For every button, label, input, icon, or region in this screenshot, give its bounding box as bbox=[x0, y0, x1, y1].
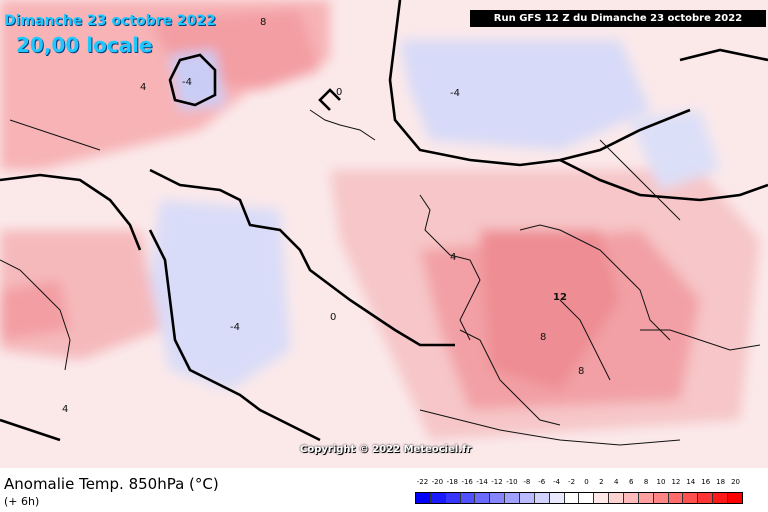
contour-line-7 bbox=[679, 48, 768, 62]
color-scale-legend bbox=[415, 492, 743, 504]
coast-central-eu bbox=[519, 224, 671, 341]
legend-label: -8 bbox=[523, 478, 531, 486]
contour-baffin bbox=[168, 53, 217, 107]
legend-swatch bbox=[460, 493, 476, 503]
contour-label: 4 bbox=[450, 252, 456, 263]
legend-label: -18 bbox=[446, 478, 458, 486]
contour-label: 8 bbox=[540, 332, 546, 343]
legend-label: 6 bbox=[628, 478, 634, 486]
legend-label: -6 bbox=[538, 478, 546, 486]
legend-label: -12 bbox=[491, 478, 503, 486]
legend-label: 18 bbox=[716, 478, 726, 486]
legend-labels: -22 -20 -18 -16 -14 -12 -10 -8 -6 -4 -2 0 2 4 6 8 10 12 14… bbox=[415, 478, 743, 490]
legend-swatch bbox=[713, 493, 729, 503]
legend-swatch bbox=[698, 493, 714, 503]
legend-swatch bbox=[534, 493, 550, 503]
coast-italy bbox=[559, 299, 611, 381]
contour-line-5 bbox=[0, 173, 142, 251]
legend-label: 0 bbox=[584, 478, 589, 486]
legend-swatch bbox=[430, 493, 446, 503]
contour-label: -4 bbox=[230, 322, 240, 333]
copyright-notice: Copyright © 2022 Meteociel.fr bbox=[300, 444, 472, 455]
legend-swatch bbox=[564, 493, 580, 503]
contour-line-6 bbox=[0, 418, 61, 442]
legend-swatch bbox=[638, 493, 654, 503]
coast-canada bbox=[0, 259, 71, 371]
legend-swatch bbox=[490, 493, 506, 503]
legend-swatch bbox=[549, 493, 565, 503]
coastlines bbox=[0, 109, 761, 446]
coast-greenland bbox=[9, 119, 101, 151]
main-contours bbox=[0, 0, 768, 442]
lead-time-label: (+ 6h) bbox=[4, 495, 40, 508]
model-run-banner: Run GFS 12 Z du Dimanche 23 octobre 2022 bbox=[470, 10, 766, 27]
legend-swatch bbox=[728, 493, 742, 503]
legend-label: 4 bbox=[614, 478, 619, 486]
contour-line-1 bbox=[149, 168, 455, 347]
anomaly-map-svg: 8 4 -4 0 -4 4 12 8 -4 0 4 8 bbox=[0, 0, 768, 468]
weather-map: 8 4 -4 0 -4 4 12 8 -4 0 4 8 Dimanche 23 … bbox=[0, 0, 768, 468]
cold-anomaly-sweden bbox=[630, 110, 720, 190]
contour-line-3 bbox=[388, 0, 691, 167]
legend-swatch bbox=[520, 493, 535, 503]
contour-label: 0 bbox=[336, 87, 342, 98]
contour-label-group: 8 4 -4 0 -4 4 12 8 -4 0 4 8 bbox=[62, 17, 584, 415]
contour-label: 4 bbox=[62, 404, 68, 415]
coast-africa bbox=[419, 409, 681, 446]
legend-swatch bbox=[416, 493, 431, 503]
anomaly-fields bbox=[0, 0, 760, 440]
legend-label: -4 bbox=[553, 478, 561, 486]
coast-scandinavia bbox=[599, 139, 681, 221]
coast-uk bbox=[419, 194, 481, 341]
map-footer: Anomalie Temp. 850hPa (°C) (+ 6h) -22 -20… bbox=[0, 468, 768, 512]
legend-label: -22 bbox=[416, 478, 429, 486]
contour-label: -4 bbox=[182, 77, 192, 88]
legend-label: 2 bbox=[599, 478, 604, 486]
legend-label: 14 bbox=[686, 478, 696, 486]
forecast-date-title: Dimanche 23 octobre 2022 bbox=[4, 13, 216, 29]
legend-swatch bbox=[594, 493, 610, 503]
legend-swatch bbox=[609, 493, 625, 503]
legend-label: -16 bbox=[461, 478, 473, 486]
contour-line-4 bbox=[559, 158, 768, 202]
cold-anomaly-norwegian-sea bbox=[400, 40, 650, 150]
legend-label: -20 bbox=[431, 478, 444, 486]
contour-label: 8 bbox=[260, 17, 266, 28]
legend-swatch bbox=[445, 493, 461, 503]
legend-swatch bbox=[579, 493, 595, 503]
contour-label: 0 bbox=[330, 312, 336, 323]
legend-label: 20 bbox=[731, 478, 740, 486]
contour-line-2 bbox=[148, 229, 321, 442]
legend-label: -2 bbox=[568, 478, 576, 486]
legend-swatch bbox=[505, 493, 521, 503]
coast-iceland bbox=[309, 109, 376, 141]
legend-swatch bbox=[668, 493, 684, 503]
legend-swatch bbox=[624, 493, 639, 503]
warm-anomaly-europe-core bbox=[480, 230, 620, 390]
contour-iceland bbox=[318, 88, 341, 111]
coast-iberia bbox=[459, 329, 561, 426]
contour-label: 8 bbox=[578, 366, 584, 377]
legend-label: 16 bbox=[701, 478, 711, 486]
forecast-time-title: 20,00 locale bbox=[16, 33, 153, 57]
legend-swatch bbox=[475, 493, 491, 503]
warm-anomaly-west-core bbox=[0, 280, 70, 340]
legend-swatch bbox=[653, 493, 669, 503]
legend-label: 12 bbox=[671, 478, 681, 486]
contour-label: -4 bbox=[450, 88, 460, 99]
legend-label: 10 bbox=[656, 478, 666, 486]
legend-label: -14 bbox=[476, 478, 488, 486]
legend-label: -10 bbox=[506, 478, 518, 486]
legend-label: 8 bbox=[643, 478, 649, 486]
cold-anomaly-atlantic bbox=[150, 200, 290, 390]
parameter-title: Anomalie Temp. 850hPa (°C) bbox=[4, 475, 219, 493]
coast-balkans bbox=[640, 329, 761, 351]
contour-label: 4 bbox=[140, 82, 146, 93]
legend-swatch bbox=[683, 493, 699, 503]
contour-label: 12 bbox=[553, 292, 567, 303]
